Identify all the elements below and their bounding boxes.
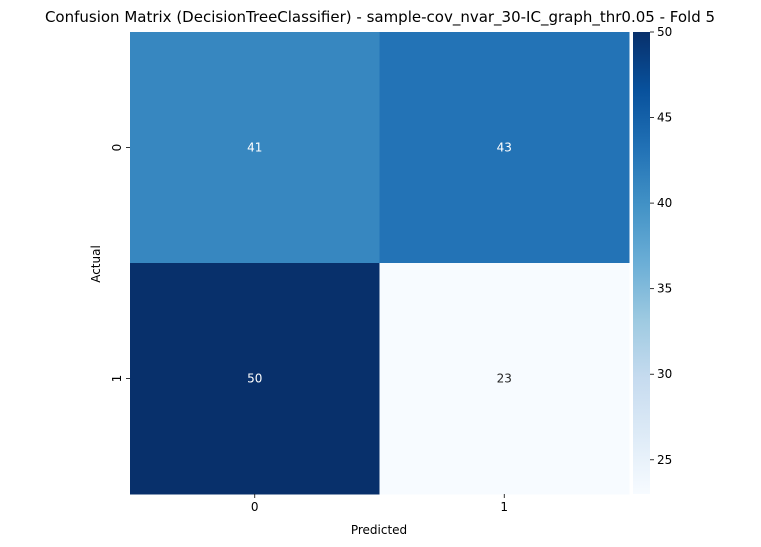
heatmap-cells: 41 43 50 23 <box>130 32 630 495</box>
cell-value-label: 43 <box>497 141 512 155</box>
colorbar-tick-label: 45 <box>657 111 672 125</box>
colorbar: 25 30 35 40 45 50 <box>633 25 672 494</box>
x-axis-label: Predicted <box>351 523 407 537</box>
chart-title: Confusion Matrix (DecisionTreeClassifier… <box>45 8 715 27</box>
colorbar-ticks: 25 30 35 40 45 50 <box>650 25 672 467</box>
cell-value-label: 50 <box>247 372 262 386</box>
cell-value-label: 23 <box>497 372 512 386</box>
y-axis: 01 <box>110 144 130 383</box>
colorbar-tick-label: 40 <box>657 196 672 210</box>
colorbar-tick-label: 35 <box>657 282 672 296</box>
heatmap-cell <box>379 32 630 264</box>
x-tick-label: 0 <box>251 500 259 514</box>
y-tick-label: 0 <box>110 144 124 152</box>
y-tick-label: 1 <box>110 375 124 383</box>
y-axis-label: Actual <box>89 245 103 283</box>
colorbar-gradient <box>633 32 650 494</box>
heatmap-cell <box>130 263 380 495</box>
heatmap-cell <box>379 263 630 495</box>
colorbar-tick-label: 30 <box>657 367 672 381</box>
heatmap-cell <box>130 32 380 264</box>
x-tick-label: 1 <box>500 500 508 514</box>
cell-value-label: 41 <box>247 141 262 155</box>
colorbar-tick-label: 50 <box>657 25 672 39</box>
colorbar-tick-label: 25 <box>657 453 672 467</box>
